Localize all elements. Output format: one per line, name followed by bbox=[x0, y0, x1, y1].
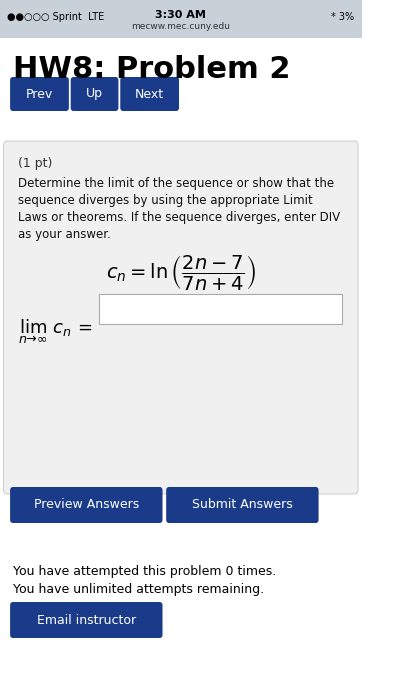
Text: mecww.mec.cuny.edu: mecww.mec.cuny.edu bbox=[131, 22, 230, 31]
Text: You have attempted this problem 0 times.: You have attempted this problem 0 times. bbox=[13, 565, 276, 578]
FancyBboxPatch shape bbox=[10, 77, 69, 111]
Text: Laws or theorems. If the sequence diverges, enter DIV: Laws or theorems. If the sequence diverg… bbox=[19, 211, 340, 224]
Text: Determine the limit of the sequence or show that the: Determine the limit of the sequence or s… bbox=[19, 177, 335, 190]
Text: Submit Answers: Submit Answers bbox=[192, 498, 293, 512]
Text: Prev: Prev bbox=[26, 88, 53, 101]
FancyBboxPatch shape bbox=[10, 602, 162, 638]
FancyBboxPatch shape bbox=[166, 487, 319, 523]
Text: Up: Up bbox=[86, 88, 103, 101]
Text: Next: Next bbox=[135, 88, 164, 101]
Text: ●●○○○ Sprint  LTE: ●●○○○ Sprint LTE bbox=[7, 12, 104, 22]
Text: (1 pt): (1 pt) bbox=[19, 157, 53, 170]
FancyBboxPatch shape bbox=[10, 487, 162, 523]
Text: 3:30 AM: 3:30 AM bbox=[155, 10, 206, 20]
Text: $\lim_{n \to \infty}$ $c_n =$: $\lim_{n \to \infty}$ $c_n =$ bbox=[19, 318, 93, 346]
Text: Preview Answers: Preview Answers bbox=[33, 498, 139, 512]
FancyBboxPatch shape bbox=[120, 77, 179, 111]
Text: You have unlimited attempts remaining.: You have unlimited attempts remaining. bbox=[13, 583, 264, 596]
Text: HW8: Problem 2: HW8: Problem 2 bbox=[13, 55, 290, 84]
FancyBboxPatch shape bbox=[71, 77, 119, 111]
FancyBboxPatch shape bbox=[4, 141, 358, 494]
Text: $c_n = \ln\left(\dfrac{2n-7}{7n+4}\right)$: $c_n = \ln\left(\dfrac{2n-7}{7n+4}\right… bbox=[106, 253, 256, 292]
FancyBboxPatch shape bbox=[99, 294, 342, 324]
Text: Email instructor: Email instructor bbox=[37, 613, 136, 626]
FancyBboxPatch shape bbox=[0, 0, 362, 38]
Text: as your answer.: as your answer. bbox=[19, 228, 111, 241]
Text: sequence diverges by using the appropriate Limit: sequence diverges by using the appropria… bbox=[19, 194, 313, 207]
Text: * 3%: * 3% bbox=[331, 12, 354, 22]
